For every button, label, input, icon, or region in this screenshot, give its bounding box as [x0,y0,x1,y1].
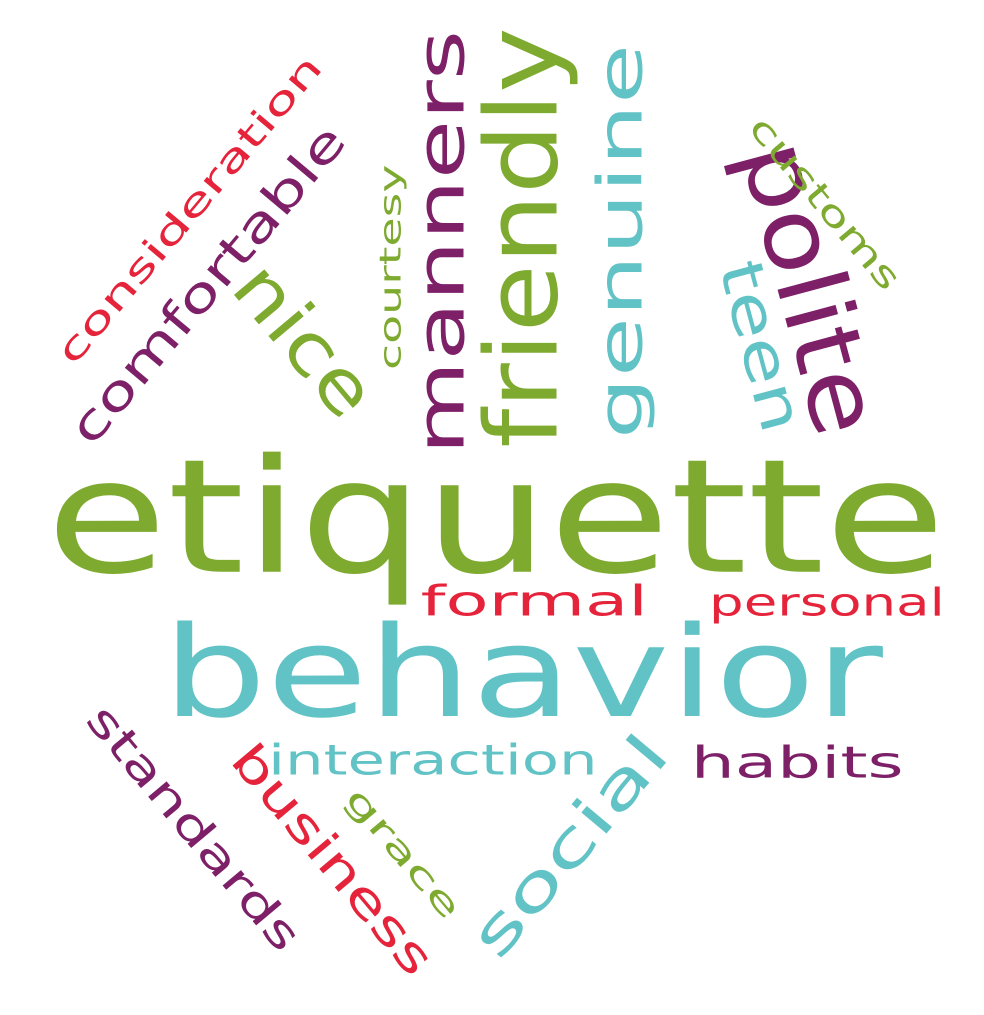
word-manners: manners [402,29,480,455]
word-interaction: interaction [268,736,598,786]
word-courtesy: courtesy [373,163,408,370]
word-behavior: behavior [161,600,883,747]
word-etiquette: etiquette [46,426,946,610]
word-friendly: friendly [464,26,581,448]
word-genuine: genuine [583,43,657,439]
word-habits: habits [690,736,904,789]
word-formal: formal [420,577,648,627]
word-personal: personal [709,580,945,626]
